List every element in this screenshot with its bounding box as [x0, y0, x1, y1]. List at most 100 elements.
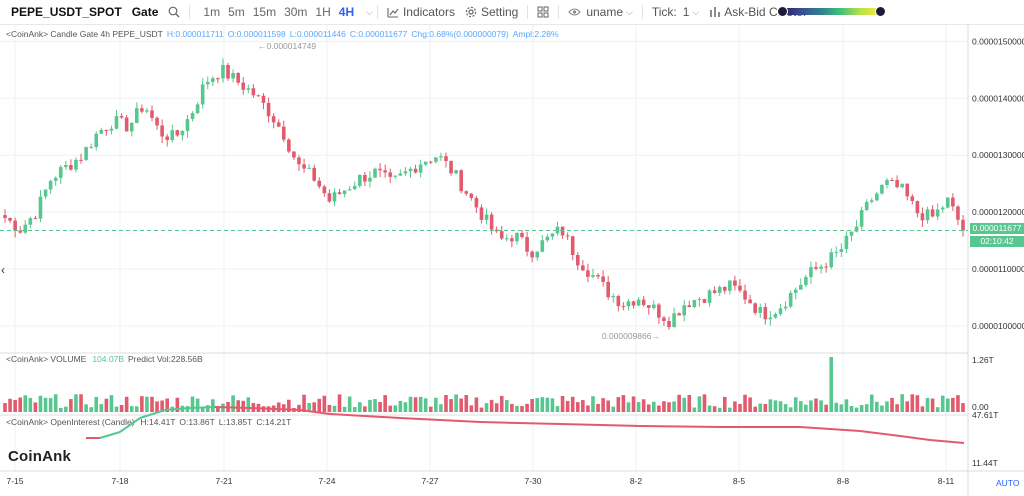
candle-body — [241, 82, 246, 90]
volume-bar — [352, 407, 357, 412]
volume-bar — [241, 400, 246, 412]
volume-bar — [520, 406, 524, 412]
volume-bar — [601, 398, 605, 412]
volume-bar — [682, 397, 687, 412]
volume-bar — [824, 404, 828, 412]
volume-bar — [195, 398, 200, 412]
candle-body — [8, 217, 12, 221]
exchange-selector[interactable]: Gate — [127, 0, 164, 24]
y-axis-label: 11.44T — [972, 458, 998, 468]
volume-bar — [89, 407, 93, 412]
volume-bar — [575, 402, 580, 412]
volume-bar — [58, 407, 63, 412]
timeframe-5m[interactable]: 5m — [228, 5, 245, 19]
volume-bar — [134, 406, 139, 412]
candle-body — [601, 276, 605, 282]
volume-bar — [636, 402, 641, 412]
scroll-left-icon[interactable]: ‹ — [1, 263, 5, 277]
user-selector[interactable]: uname ⌵ — [563, 0, 638, 24]
volume-bar — [540, 397, 545, 412]
volume-bar — [216, 406, 220, 412]
x-axis-label: 7-27 — [421, 476, 438, 486]
divider — [189, 5, 191, 19]
candle-body — [236, 73, 240, 83]
volume-bar — [819, 400, 823, 412]
candle-body — [13, 220, 17, 231]
tick-label: Tick: — [651, 5, 677, 19]
volume-bar — [363, 406, 367, 412]
candle-body — [885, 180, 889, 186]
candle-body — [53, 177, 58, 181]
open-interest-segment — [164, 407, 191, 411]
candle-body — [251, 88, 256, 96]
volume-bar — [875, 401, 879, 412]
timeframe-group: 1m 5m 15m 30m 1H 4H — [194, 0, 363, 24]
volume-bar — [733, 401, 737, 412]
y-axis-label: 0.0000130000 — [972, 150, 1024, 160]
candle-body — [667, 320, 671, 328]
volume-bar — [535, 398, 540, 412]
volume-bar — [915, 395, 920, 412]
candle-body — [74, 159, 78, 170]
tick-selector[interactable]: Tick: 1 ⌵ — [647, 0, 704, 24]
candle-body — [38, 196, 43, 219]
candle-body — [287, 139, 291, 152]
volume-bar — [479, 407, 484, 412]
symbol-selector[interactable]: PEPE_USDT_SPOT — [0, 0, 127, 24]
volume-bar — [646, 404, 651, 412]
volume-bar — [287, 399, 291, 412]
volume-bar — [281, 404, 286, 412]
slider-handle-left[interactable] — [777, 6, 788, 17]
legend-part: Chg:0.68%(0.000000079) — [411, 29, 509, 39]
chart-canvas[interactable]: 7-15 7-18 7-21 7-24 7-27 7-30 8-2 8-5 8-8 8-11 0.0… — [0, 25, 1024, 496]
y-axis-label: 0.0000150000 — [972, 36, 1024, 46]
timeframe-4h[interactable]: 4H — [338, 5, 355, 19]
setting-button[interactable]: Setting — [460, 0, 523, 24]
volume-bar — [378, 401, 382, 412]
layout-button[interactable] — [532, 0, 554, 24]
volume-bar — [388, 405, 393, 412]
candle-body — [89, 146, 93, 148]
candle-body — [434, 157, 438, 162]
slider-handle-right[interactable] — [875, 6, 886, 17]
panel-legend: <CoinAnk> OpenInterest (Candle) H:14.41T O… — [6, 417, 291, 427]
auto-scale-button[interactable]: AUTO — [996, 478, 1020, 488]
volume-bar — [403, 402, 408, 412]
volume-bar — [327, 404, 332, 412]
chevron-down-icon[interactable]: ⌵ — [366, 6, 373, 17]
volume-bar — [393, 405, 398, 412]
volume-bar — [677, 394, 681, 412]
candle-body — [672, 313, 676, 328]
candle-body — [231, 73, 235, 79]
candle-body — [824, 266, 828, 268]
candle-body — [221, 64, 225, 79]
timeframe-1m[interactable]: 1m — [203, 5, 221, 19]
panel-legend: <CoinAnk> Candle Gate 4h PEPE_USDT H:0.00… — [6, 29, 559, 39]
legend-part: H:14.41T — [141, 417, 176, 427]
legend-part: L:0.000011446 — [290, 29, 346, 39]
exchange-label: Gate — [131, 5, 159, 19]
heatmap-color-slider[interactable] — [777, 6, 886, 17]
candle-body — [408, 168, 413, 172]
volume-bar — [236, 400, 240, 412]
candle-body — [48, 180, 53, 190]
indicators-button[interactable]: Indicators — [382, 0, 460, 24]
candle-body — [454, 170, 458, 174]
timeframe-1h[interactable]: 1H — [315, 5, 331, 19]
volume-bar — [804, 404, 808, 412]
candle-body — [616, 296, 621, 307]
candle-body — [205, 81, 210, 85]
volume-bar — [464, 394, 469, 412]
volume-bar — [515, 405, 519, 412]
volume-bar — [722, 396, 727, 412]
volume-bar — [560, 396, 565, 412]
candle-body — [540, 240, 545, 252]
candle-body — [281, 126, 286, 140]
search-button[interactable] — [163, 0, 185, 24]
volume-bar — [657, 405, 661, 412]
timeframe-30m[interactable]: 30m — [284, 5, 308, 19]
volume-bar — [302, 394, 306, 412]
countdown-tag: 02:10:42 — [970, 236, 1024, 247]
timeframe-15m[interactable]: 15m — [252, 5, 277, 19]
candle-body — [388, 172, 393, 177]
